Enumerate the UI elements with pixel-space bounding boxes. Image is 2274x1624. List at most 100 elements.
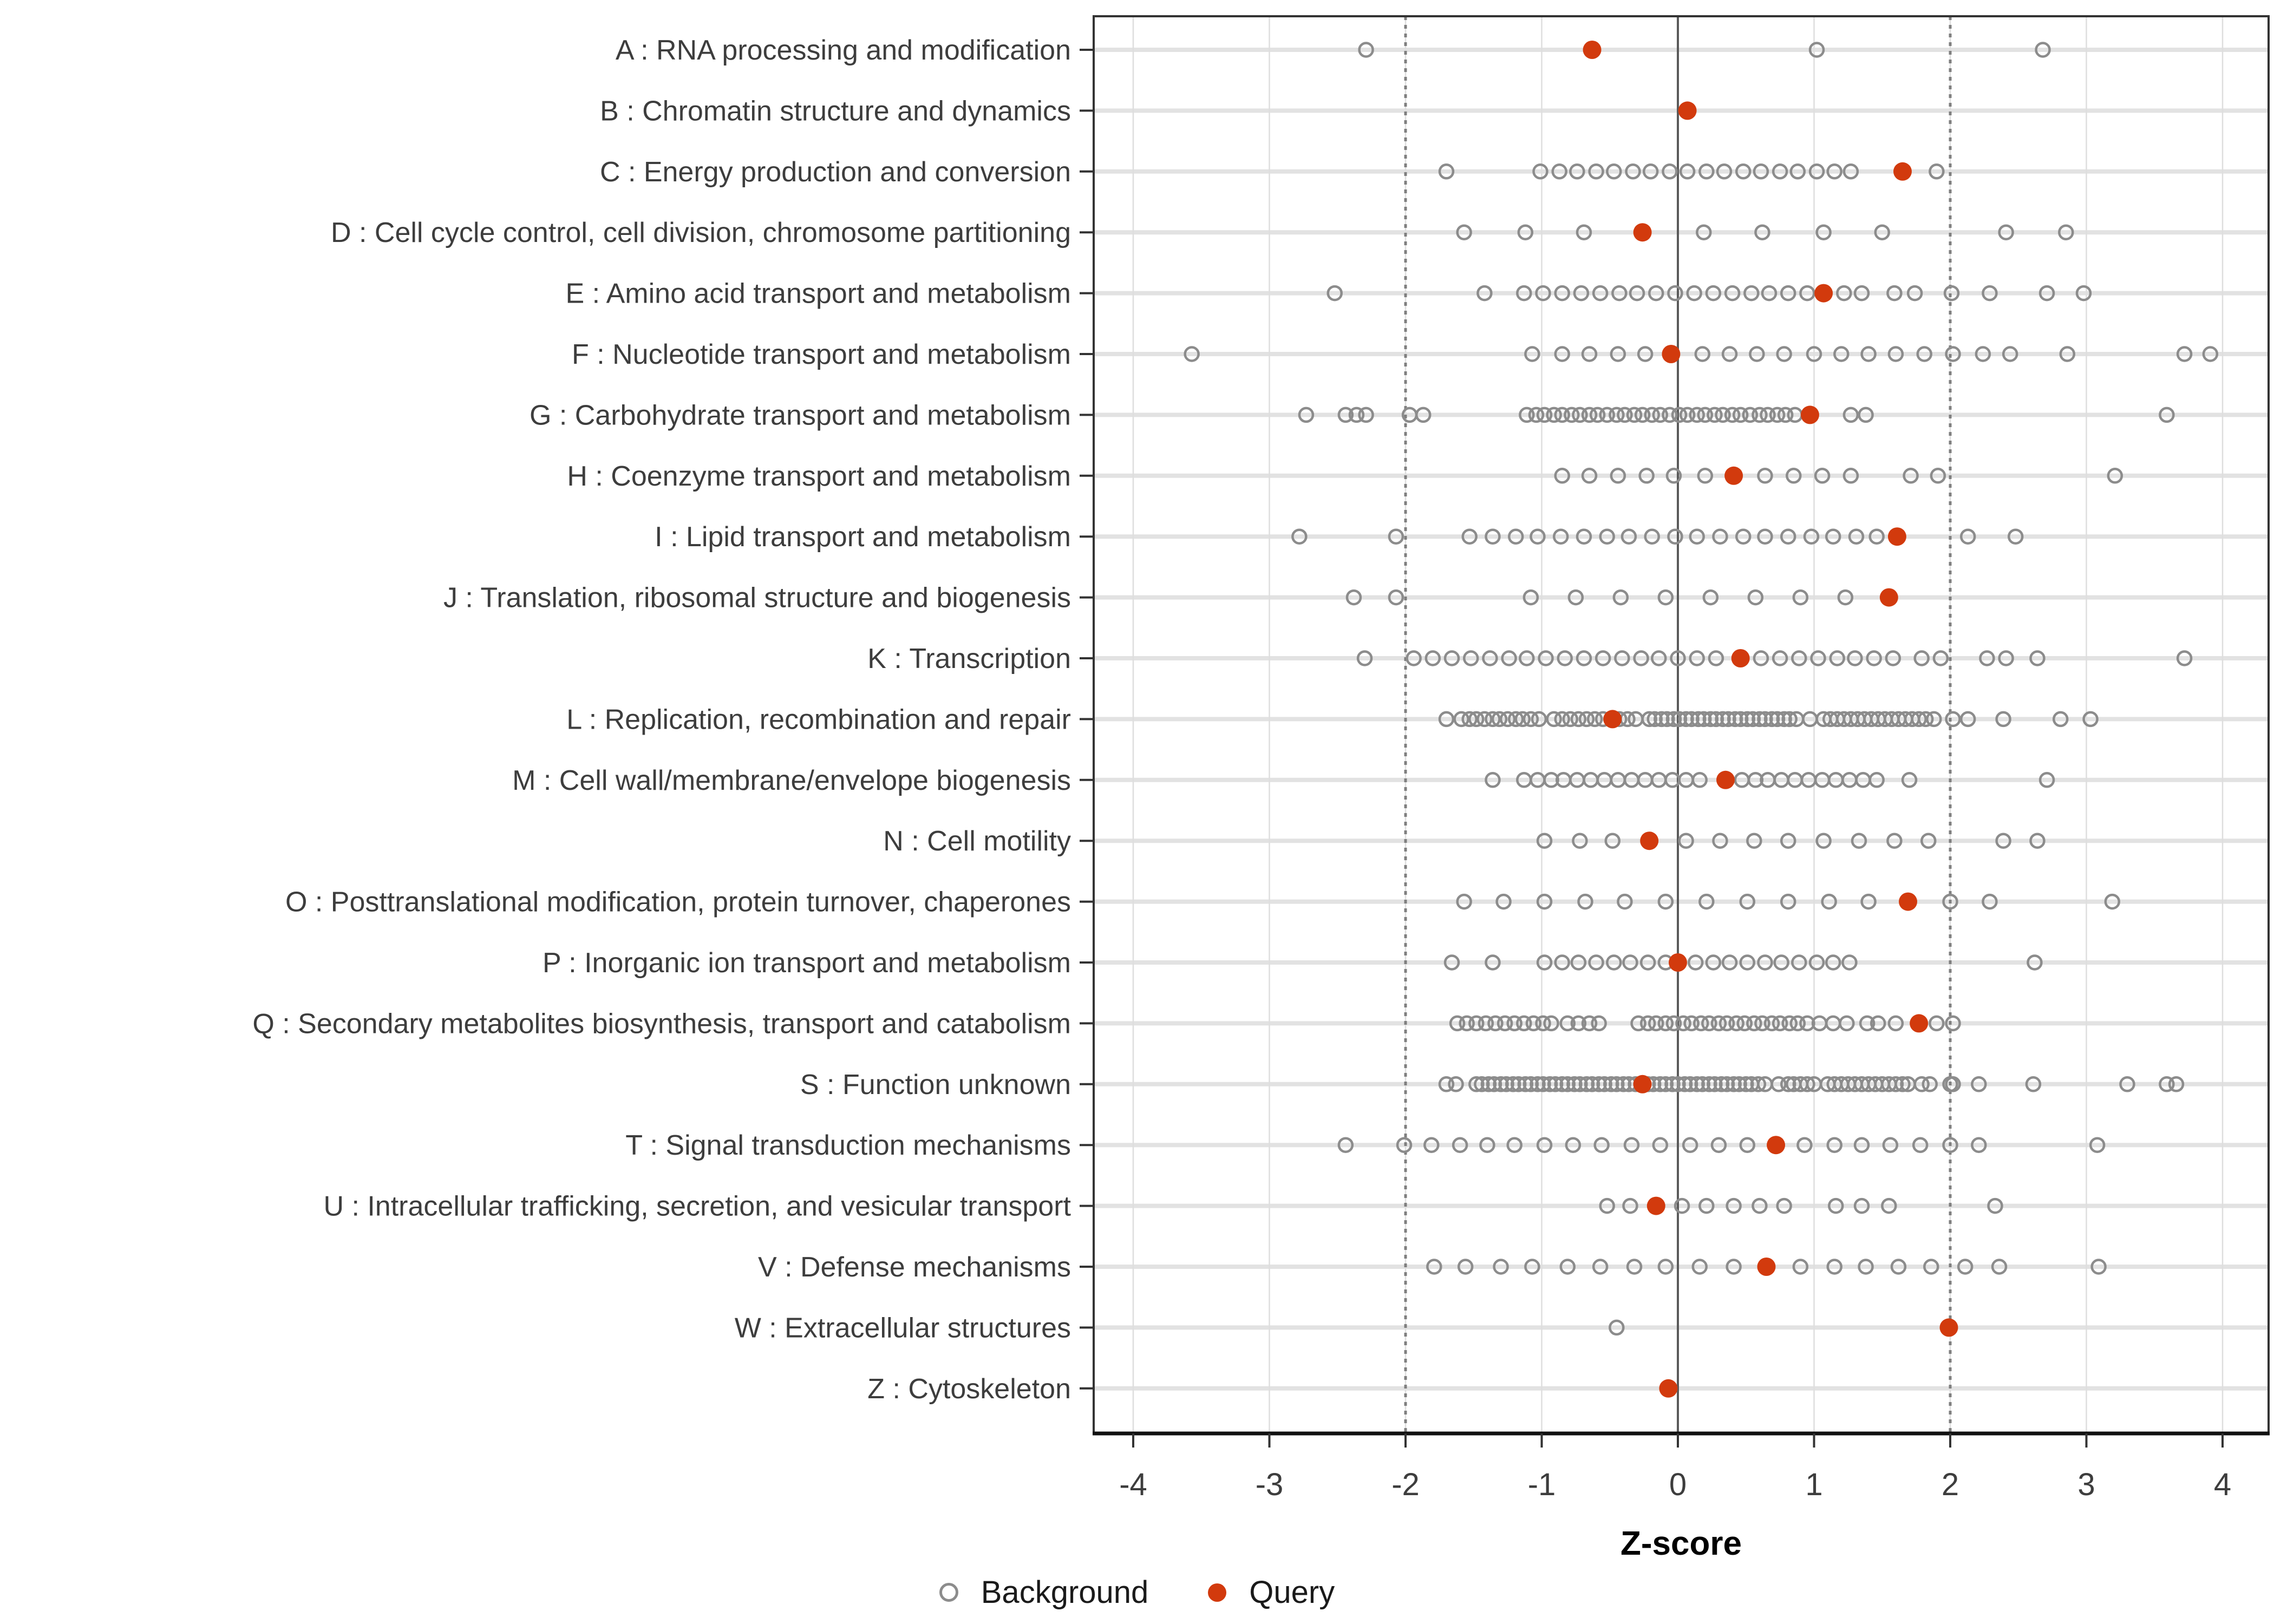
background-point <box>1777 407 1794 423</box>
background-point <box>1652 407 1669 423</box>
background-point <box>1665 711 1682 728</box>
background-point <box>1682 1076 1698 1092</box>
background-point <box>1609 407 1625 423</box>
background-point <box>1506 1137 1522 1153</box>
background-point <box>1815 833 1832 849</box>
x-tick-label: 3 <box>2077 1467 2095 1502</box>
background-point <box>1922 1076 1938 1092</box>
background-point <box>1577 893 1593 910</box>
background-point <box>1657 589 1674 606</box>
background-point <box>2052 711 2069 728</box>
background-point <box>1698 893 1715 910</box>
x-tick-label: 1 <box>1805 1467 1822 1502</box>
background-point <box>1732 711 1749 728</box>
background-point <box>1942 1137 1958 1153</box>
background-point <box>1686 285 1702 302</box>
background-point <box>1547 1076 1564 1092</box>
x-tick-label: -2 <box>1391 1467 1420 1502</box>
background-point <box>1836 285 1852 302</box>
background-point <box>1644 528 1660 545</box>
axis-ticks <box>1080 49 2224 1448</box>
background-point <box>1874 224 1890 240</box>
background-point <box>1456 224 1472 240</box>
background-point <box>1487 1015 1504 1032</box>
query-point <box>1603 710 1622 729</box>
background-point <box>1348 407 1365 423</box>
background-point <box>1776 711 1792 728</box>
background-point <box>1707 1076 1723 1092</box>
background-point <box>1890 1259 1907 1275</box>
background-point <box>1415 407 1432 423</box>
background-point <box>1461 528 1478 545</box>
background-point <box>2176 346 2193 362</box>
background-point <box>1480 1076 1497 1092</box>
background-point <box>1617 893 1633 910</box>
background-point <box>1592 285 1609 302</box>
category-label: Z : Cytoskeleton <box>867 1373 1071 1405</box>
x-tick-label: -1 <box>1528 1467 1556 1502</box>
background-point <box>1710 1137 1727 1153</box>
background-point <box>2058 224 2074 240</box>
background-point <box>1697 407 1714 423</box>
legend-label-background: Background <box>981 1575 1149 1610</box>
background-point <box>1576 528 1592 545</box>
background-point <box>1858 1259 1874 1275</box>
background-point <box>1842 407 1859 423</box>
query-point <box>1939 1318 1958 1337</box>
background-point <box>1443 650 1460 666</box>
background-point <box>1739 893 1756 910</box>
x-tick-label: -3 <box>1256 1467 1284 1502</box>
background-point <box>1826 1259 1842 1275</box>
query-point <box>1893 162 1912 181</box>
background-point <box>1536 1137 1553 1153</box>
background-point <box>1726 1076 1742 1092</box>
background-point <box>1752 711 1768 728</box>
background-point <box>1995 711 2011 728</box>
background-point <box>1894 1076 1911 1092</box>
category-label: L : Replication, recombination and repai… <box>566 704 1071 735</box>
background-point <box>1676 1076 1693 1092</box>
category-label: E : Amino acid transport and metabolism <box>565 278 1071 310</box>
background-point <box>2082 711 2099 728</box>
background-point <box>2159 407 2175 423</box>
background-point <box>1789 1015 1806 1032</box>
background-point <box>1651 650 1667 666</box>
background-point <box>1916 346 1932 362</box>
background-point <box>1573 285 1590 302</box>
background-point <box>1887 1015 1904 1032</box>
background-point <box>1505 1076 1521 1092</box>
background-point <box>1546 407 1562 423</box>
background-point <box>1570 954 1587 971</box>
background-point <box>1716 163 1733 180</box>
background-point <box>2007 528 2024 545</box>
background-point <box>1543 772 1559 788</box>
background-point <box>2075 285 2092 302</box>
background-point <box>1671 711 1688 728</box>
background-point <box>1860 346 1877 362</box>
query-point <box>1659 1379 1678 1398</box>
background-point <box>1792 1259 1809 1275</box>
background-point <box>1705 954 1722 971</box>
background-point <box>1987 1197 2003 1214</box>
query-point-icon <box>1208 1583 1227 1602</box>
background-point <box>1772 163 1788 180</box>
background-point <box>1959 528 1976 545</box>
background-point <box>1945 346 1961 362</box>
background-point <box>1780 833 1796 849</box>
background-point <box>1657 1015 1674 1032</box>
background-point <box>1701 1076 1717 1092</box>
background-point <box>1449 1015 1466 1032</box>
background-point <box>1760 407 1776 423</box>
background-point <box>1701 1015 1717 1032</box>
background-point <box>1708 650 1724 666</box>
background-point <box>1662 407 1678 423</box>
background-point <box>1930 468 1946 484</box>
background-point <box>1738 1076 1754 1092</box>
background-point <box>1476 711 1493 728</box>
background-point <box>1606 163 1622 180</box>
background-point <box>1808 954 1825 971</box>
background-point <box>1562 711 1579 728</box>
background-point <box>1506 1015 1522 1032</box>
background-point <box>1687 954 1704 971</box>
background-point <box>1495 893 1512 910</box>
